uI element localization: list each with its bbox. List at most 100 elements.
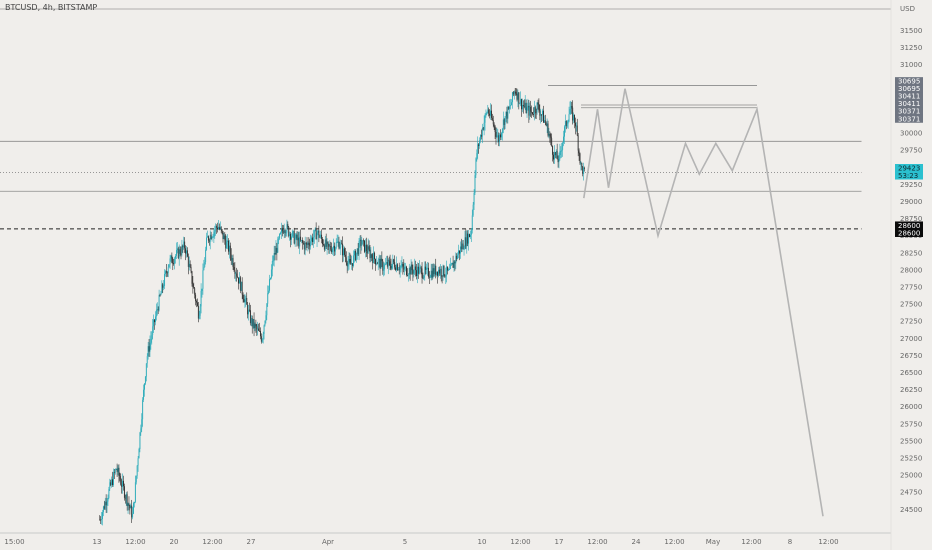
candle-body xyxy=(107,497,109,502)
candle-body xyxy=(376,263,378,265)
candle-body xyxy=(538,104,540,111)
candle-body xyxy=(229,245,231,255)
candle-body xyxy=(105,501,107,506)
candle-body xyxy=(303,243,305,250)
candle-body xyxy=(424,266,426,276)
candle-body xyxy=(236,273,238,277)
x-tick-label: 24 xyxy=(632,538,641,546)
candle-body xyxy=(271,261,273,270)
candle-body xyxy=(397,269,399,271)
y-tick-label: 27000 xyxy=(900,335,922,343)
candle-body xyxy=(516,93,518,100)
candle-body xyxy=(407,274,409,276)
candle-body xyxy=(312,237,314,242)
price-tag-label: 53:23 xyxy=(898,172,918,180)
candle-body xyxy=(160,293,162,296)
candle-body xyxy=(247,304,249,315)
candle-body xyxy=(372,257,374,263)
price-tag xyxy=(895,164,923,173)
candle-body xyxy=(231,258,233,261)
price-tag xyxy=(895,171,923,180)
candle-body xyxy=(334,247,336,252)
candle-body xyxy=(360,239,362,246)
candle-body xyxy=(284,230,286,233)
candle-body xyxy=(224,235,226,241)
candle-body xyxy=(518,92,520,104)
candle-body xyxy=(244,299,246,303)
candle-body xyxy=(369,249,371,259)
candle-body xyxy=(133,501,135,504)
candle-body xyxy=(489,113,491,116)
candle-body xyxy=(431,270,433,278)
candle-body xyxy=(421,268,423,278)
candle-body xyxy=(260,336,262,342)
candle-body xyxy=(379,259,381,269)
candle-body xyxy=(422,277,424,279)
candle-body xyxy=(479,140,481,146)
candle-body xyxy=(496,135,498,137)
candle-body xyxy=(563,136,565,143)
x-tick-label: 12:00 xyxy=(741,538,761,546)
candle-body xyxy=(427,267,428,269)
candle-body xyxy=(267,293,269,304)
candle-body xyxy=(449,264,451,270)
candle-body xyxy=(152,326,154,336)
y-tick-label: 29000 xyxy=(900,198,922,206)
x-tick-label: 15:00 xyxy=(4,538,24,546)
candle-body xyxy=(550,136,552,139)
candle-body xyxy=(483,122,485,130)
x-tick-label: 13 xyxy=(93,538,102,546)
candle-body xyxy=(310,241,312,247)
x-tick-label: 8 xyxy=(788,538,792,546)
candle-body xyxy=(339,247,341,249)
candle-body xyxy=(167,267,169,273)
candle-body xyxy=(117,467,119,472)
candle-body xyxy=(487,109,489,113)
y-tick-label: 31000 xyxy=(900,61,922,69)
y-tick-label: 28000 xyxy=(900,266,922,274)
candle-body xyxy=(191,271,193,284)
candle-body xyxy=(215,226,217,230)
candle-body xyxy=(329,246,331,247)
candle-body xyxy=(447,266,449,271)
candle-body xyxy=(532,112,533,115)
y-tick-label: 28250 xyxy=(900,249,922,257)
candle-body xyxy=(562,142,564,150)
candle-body xyxy=(187,256,189,267)
candle-body xyxy=(350,262,352,265)
candle-body xyxy=(529,106,531,116)
candle-body xyxy=(285,232,287,234)
candle-body xyxy=(182,245,184,248)
candle-body xyxy=(293,231,295,244)
candle-body xyxy=(145,363,147,377)
candle-body xyxy=(377,259,379,264)
y-tick-label: 25500 xyxy=(900,437,922,445)
candle-body xyxy=(183,241,185,248)
candle-body xyxy=(124,497,126,499)
candle-body xyxy=(249,309,250,311)
candle-body xyxy=(132,513,134,518)
candle-body xyxy=(315,228,317,240)
candle-body xyxy=(511,102,512,106)
candle-body xyxy=(277,238,279,253)
candle-body xyxy=(233,267,235,270)
candle-body xyxy=(532,114,534,115)
candle-body xyxy=(282,230,284,233)
y-tick-label: 26750 xyxy=(900,352,922,360)
candle-body xyxy=(404,267,406,270)
candle-body xyxy=(279,233,281,239)
candle-body xyxy=(102,512,103,520)
candle-body xyxy=(219,226,221,229)
candle-body xyxy=(480,134,482,137)
candle-body xyxy=(367,246,369,254)
candle-body xyxy=(430,270,432,278)
candle-body xyxy=(396,264,397,270)
candle-body xyxy=(217,227,218,230)
candle-body xyxy=(482,128,484,130)
candle-body xyxy=(375,263,377,265)
candle-body xyxy=(276,247,278,253)
candle-body xyxy=(150,338,152,343)
candle-body xyxy=(355,252,357,261)
